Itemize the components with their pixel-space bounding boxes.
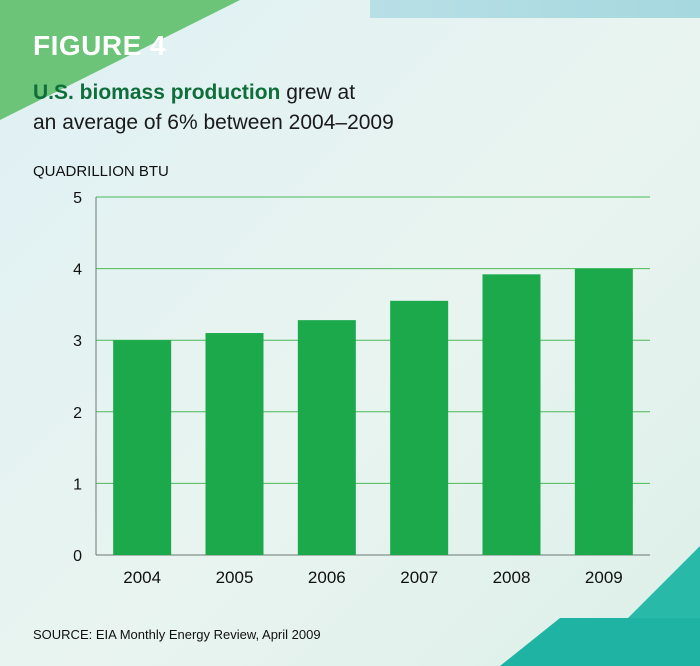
bar: [482, 274, 541, 555]
y-axis-unit-label: QUADRILLION BTU: [33, 163, 169, 180]
bar: [113, 340, 172, 555]
x-tick-label: 2004: [123, 568, 161, 587]
x-tick-label: 2007: [400, 568, 438, 587]
bar: [390, 300, 449, 555]
x-tick-label: 2005: [216, 568, 254, 587]
chart-headline: U.S. biomass production grew at an avera…: [33, 78, 633, 138]
x-tick-label: 2008: [493, 568, 531, 587]
y-tick-label: 3: [73, 333, 82, 350]
x-tick-label: 2009: [585, 568, 623, 587]
y-tick-label: 2: [73, 405, 82, 422]
headline-rest: grew at: [280, 81, 356, 104]
x-tick-label: 2006: [308, 568, 346, 587]
headline-line-2: an average of 6% between 2004–2009: [33, 111, 394, 134]
y-tick-label: 4: [73, 262, 82, 279]
headline-bold: U.S. biomass production: [33, 81, 281, 104]
y-tick-label: 0: [73, 548, 82, 565]
bar: [297, 320, 356, 555]
y-tick-label: 5: [73, 190, 82, 207]
y-tick-label: 1: [73, 476, 82, 493]
bar: [574, 268, 633, 555]
figure-label: FIGURE 4: [33, 30, 167, 61]
bar: [205, 333, 264, 555]
decorative-band-top-right: [370, 0, 700, 18]
source-note: SOURCE: EIA Monthly Energy Review, April…: [33, 627, 321, 642]
